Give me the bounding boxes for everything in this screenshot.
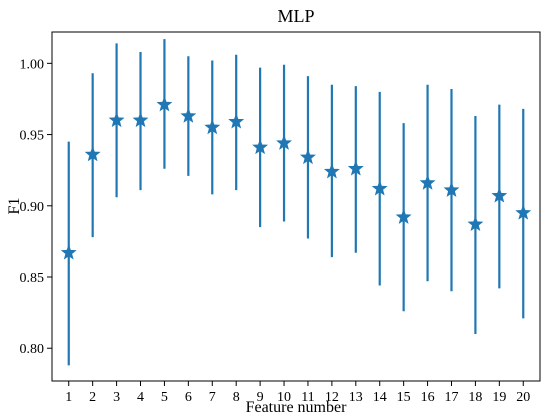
x-tick-label: 11	[301, 390, 314, 405]
x-tick-label: 5	[161, 390, 168, 405]
y-tick-label: 0.80	[20, 342, 45, 357]
data-point-star	[228, 113, 245, 129]
x-tick-label: 17	[444, 390, 458, 405]
x-tick-label: 15	[397, 390, 411, 405]
x-tick-label: 12	[325, 390, 339, 405]
x-axis: 1 2 3 4 5 6 7 8 9 10 11 12 13 14 15 16 17 18 19 20	[65, 381, 530, 405]
x-tick-label: 1	[65, 390, 72, 405]
plot-area	[51, 31, 541, 382]
x-tick-label: 7	[209, 390, 216, 405]
y-tick-label: 0.85	[20, 271, 45, 286]
x-tick-label: 2	[89, 390, 96, 405]
data-point-star	[180, 107, 197, 123]
x-tick-label: 19	[492, 390, 506, 405]
data-point-star	[323, 163, 340, 179]
data-point-star	[515, 204, 532, 220]
x-tick-label: 18	[468, 390, 482, 405]
x-tick-label: 14	[373, 390, 387, 405]
x-tick-label: 9	[257, 390, 264, 405]
x-axis-label: Feature number	[246, 399, 348, 416]
x-tick-label: 16	[421, 390, 435, 405]
data-point-star	[300, 149, 316, 165]
y-axis: 0.80 0.85 0.90 0.95 1.00	[20, 57, 52, 357]
x-tick-label: 3	[113, 390, 120, 405]
y-tick-label: 0.90	[20, 200, 45, 215]
data-point-star	[156, 96, 173, 112]
x-tick-label: 4	[137, 390, 144, 405]
data-point-star	[467, 215, 484, 232]
x-tick-label: 20	[516, 390, 530, 405]
chart-title: MLP	[277, 6, 314, 26]
data-point-star	[276, 134, 292, 150]
data-point-star	[108, 111, 125, 128]
data-point-star	[60, 244, 77, 260]
data-point-star	[84, 146, 101, 162]
data-point-star	[132, 111, 149, 128]
y-axis-label: F1	[6, 198, 23, 215]
data-point-star	[395, 208, 412, 224]
data-point-star	[347, 160, 364, 176]
y-tick-label: 0.95	[20, 129, 45, 144]
data-point-star	[443, 181, 460, 197]
data-point-star	[491, 187, 508, 203]
data-point-star	[204, 119, 221, 135]
data-series	[60, 39, 532, 366]
data-point-star	[252, 139, 269, 155]
data-point-star	[371, 180, 388, 196]
data-point-star	[419, 174, 436, 190]
x-tick-label: 13	[349, 390, 363, 405]
x-tick-label: 8	[233, 390, 240, 405]
x-tick-label: 10	[277, 390, 291, 405]
y-tick-label: 1.00	[20, 57, 45, 72]
x-tick-label: 6	[185, 390, 192, 405]
